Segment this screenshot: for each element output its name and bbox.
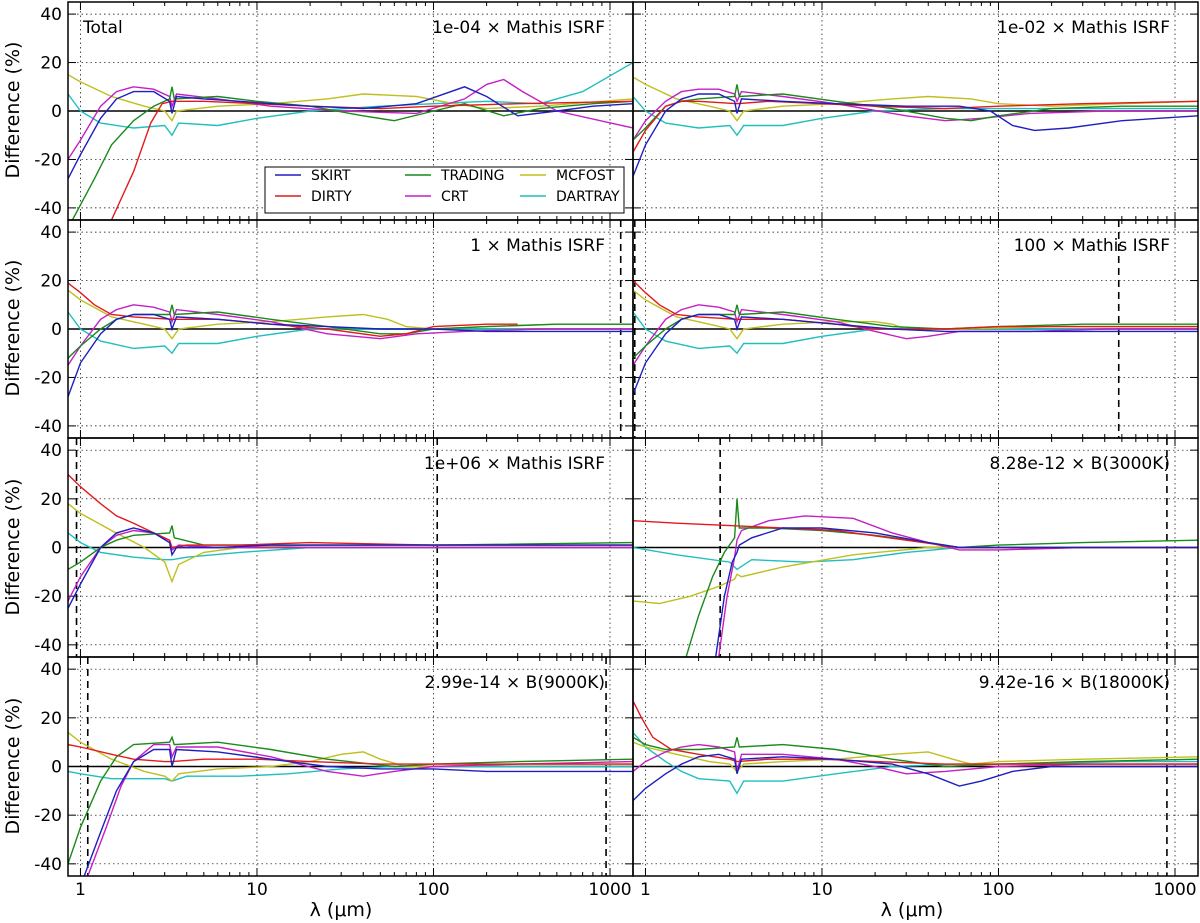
series-line-mcfost xyxy=(68,503,633,584)
y-tick-label: 20 xyxy=(40,709,62,729)
legend-label-dirty: DIRTY xyxy=(311,189,352,205)
x-tick-label: 1000 xyxy=(1153,880,1196,900)
y-tick-label: 0 xyxy=(51,539,62,559)
legend-label-skirt: SKIRT xyxy=(311,168,351,184)
y-tick-label: -20 xyxy=(34,150,62,170)
series-line-crt xyxy=(68,529,633,602)
series-line-skirt xyxy=(633,753,1198,802)
y-tick-label: 20 xyxy=(40,54,62,74)
y-tick-label: 0 xyxy=(51,320,62,340)
y-tick-label: -20 xyxy=(34,806,62,826)
series-line-mcfost xyxy=(633,546,1198,605)
panel-5: -40 -20 0 20 40 1e+06 × Mathis ISRF xyxy=(34,437,634,658)
panel-title: 2.99e-14 × B(9000K) xyxy=(425,673,605,693)
legend-box xyxy=(264,166,625,214)
series-line-trading xyxy=(68,304,633,359)
legend-label-trading: TRADING xyxy=(440,168,505,184)
series-line-dirty xyxy=(68,473,633,549)
y-tick-label: -20 xyxy=(34,587,62,607)
panel-title: 1e-04 × Mathis ISRF xyxy=(432,18,605,38)
panel-title: 1 × Mathis ISRF xyxy=(470,236,605,256)
panel-corner-label: Total xyxy=(82,18,123,38)
series-line-dirty xyxy=(68,743,633,765)
series-line-dirty xyxy=(633,280,1198,330)
panel-title: 9.42e-16 × B(18000K) xyxy=(979,673,1170,693)
panel-6: 8.28e-12 × B(3000K) xyxy=(632,437,1199,658)
series-line-trading xyxy=(633,84,1198,141)
series-line-skirt xyxy=(68,86,633,180)
series-line-skirt xyxy=(715,527,1198,657)
panel-group: -40 -20 0 20 40 1e-04 × Mathis ISRF Total 1e-02… xyxy=(34,1,1199,900)
y-tick-label: 20 xyxy=(40,272,62,292)
x-axis-label-left: λ (μm) xyxy=(310,899,373,921)
y-tick-label: 40 xyxy=(40,441,62,461)
y-axis-label-row-3: Difference (%) xyxy=(2,479,24,616)
y-tick-label: -40 xyxy=(34,636,62,656)
series-line-skirt xyxy=(633,93,1198,177)
x-axis-label-right: λ (μm) xyxy=(881,899,944,921)
series-line-skirt xyxy=(633,313,1198,395)
panel-8: 1 10 100 1000 9.42e-16 × B(18000K) xyxy=(632,656,1199,900)
x-tick-label: 10 xyxy=(811,880,833,900)
y-tick-label: 0 xyxy=(51,758,62,778)
panel-3: -40 -20 0 20 40 1 × Mathis ISRF xyxy=(34,219,634,439)
legend-label-dartray: DARTRAY xyxy=(556,189,620,205)
series-line-dartray xyxy=(633,96,1198,137)
legend-label-mcfost: MCFOST xyxy=(556,168,615,184)
series-line-mcfost xyxy=(633,76,1198,122)
series-line-mcfost xyxy=(68,731,633,783)
x-tick-label: 1000 xyxy=(588,880,631,900)
panel-title: 1e-02 × Mathis ISRF xyxy=(997,18,1170,38)
y-tick-label: -40 xyxy=(34,417,62,437)
series-line-crt xyxy=(68,78,633,160)
series-line-dartray xyxy=(68,532,633,561)
series-line-skirt xyxy=(68,313,633,398)
series-line-dirty xyxy=(110,100,633,220)
panel-title: 100 × Mathis ISRF xyxy=(1014,236,1170,256)
y-axis-label-row-2: Difference (%) xyxy=(2,260,24,397)
series-line-dirty xyxy=(633,700,1198,765)
panel-7: -40 -20 0 20 40 1 10 100 1000 2.99e-14 × B(9000K) xyxy=(34,656,634,900)
x-tick-label: 1 xyxy=(640,880,651,900)
panel-4: 100 × Mathis ISRF xyxy=(632,219,1199,439)
x-tick-label: 10 xyxy=(246,880,268,900)
x-tick-label: 100 xyxy=(417,880,449,900)
y-axis-label-row-1: Difference (%) xyxy=(2,42,24,179)
series-line-trading xyxy=(68,735,633,865)
legend: SKIRT DIRTY TRADING CRT MCFOST DARTRAY xyxy=(264,166,625,214)
y-tick-label: 40 xyxy=(40,223,62,243)
x-tick-label: 100 xyxy=(982,880,1014,900)
panel-title: 8.28e-12 × B(3000K) xyxy=(990,454,1170,474)
series-line-dartray xyxy=(633,311,1198,355)
series-line-skirt xyxy=(83,748,633,876)
y-axis-label-row-4: Difference (%) xyxy=(2,698,24,835)
series-line-dirty xyxy=(633,100,1198,153)
series-line-mcfost xyxy=(633,741,1198,773)
y-tick-label: 40 xyxy=(40,5,62,25)
panel-2: 1e-02 × Mathis ISRF xyxy=(632,1,1199,221)
panel-frame xyxy=(632,656,1199,877)
series-line-crt xyxy=(718,515,1198,657)
x-tick-label: 1 xyxy=(75,880,86,900)
series-line-dartray xyxy=(68,61,633,137)
series-line-dirty xyxy=(633,520,1198,549)
panel-title: 1e+06 × Mathis ISRF xyxy=(424,454,605,474)
y-tick-label: -40 xyxy=(34,199,62,219)
series-line-skirt xyxy=(68,527,633,609)
legend-label-crt: CRT xyxy=(441,189,468,205)
series-line-mcfost xyxy=(68,74,633,123)
y-tick-label: -40 xyxy=(34,855,62,875)
series-line-trading xyxy=(71,86,633,220)
y-tick-label: 0 xyxy=(51,102,62,122)
series-line-crt xyxy=(68,304,633,366)
y-tick-label: 20 xyxy=(40,490,62,510)
y-tick-label: -20 xyxy=(34,368,62,388)
series-line-crt xyxy=(633,743,1198,775)
y-tick-label: 40 xyxy=(40,660,62,680)
